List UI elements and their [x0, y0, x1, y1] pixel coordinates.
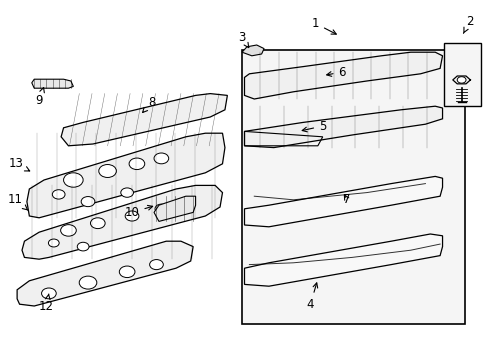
Text: 1: 1 — [311, 17, 336, 34]
Text: 2: 2 — [463, 15, 472, 33]
Polygon shape — [154, 196, 195, 221]
Text: 12: 12 — [39, 294, 54, 312]
Text: 9: 9 — [35, 87, 44, 107]
Polygon shape — [61, 94, 227, 146]
Text: 6: 6 — [326, 66, 346, 78]
Text: 8: 8 — [142, 96, 155, 112]
Circle shape — [125, 211, 139, 221]
Circle shape — [456, 77, 465, 83]
Text: 3: 3 — [238, 31, 248, 48]
Polygon shape — [22, 185, 222, 259]
Circle shape — [61, 225, 76, 236]
Polygon shape — [244, 52, 442, 99]
Text: 5: 5 — [302, 120, 326, 132]
Polygon shape — [244, 106, 442, 148]
Circle shape — [121, 188, 133, 197]
Circle shape — [129, 158, 144, 170]
Circle shape — [154, 153, 168, 164]
Circle shape — [90, 218, 105, 229]
Bar — [242, 50, 464, 324]
Text: 13: 13 — [8, 157, 30, 171]
Circle shape — [79, 276, 97, 289]
Circle shape — [41, 288, 56, 299]
Circle shape — [149, 260, 163, 270]
Text: 4: 4 — [306, 283, 317, 311]
Polygon shape — [244, 176, 442, 227]
Circle shape — [99, 165, 116, 177]
Bar — [443, 43, 480, 106]
Circle shape — [81, 197, 95, 207]
Circle shape — [63, 173, 83, 187]
Circle shape — [52, 190, 65, 199]
Circle shape — [155, 204, 167, 213]
Polygon shape — [27, 133, 224, 218]
Text: 10: 10 — [124, 206, 152, 219]
Polygon shape — [242, 45, 264, 56]
Circle shape — [48, 239, 59, 247]
Text: 7: 7 — [343, 193, 350, 206]
Circle shape — [77, 242, 89, 251]
Polygon shape — [17, 241, 193, 306]
Text: 11: 11 — [8, 193, 28, 210]
Polygon shape — [244, 234, 442, 286]
Polygon shape — [32, 79, 73, 88]
Circle shape — [119, 266, 135, 278]
